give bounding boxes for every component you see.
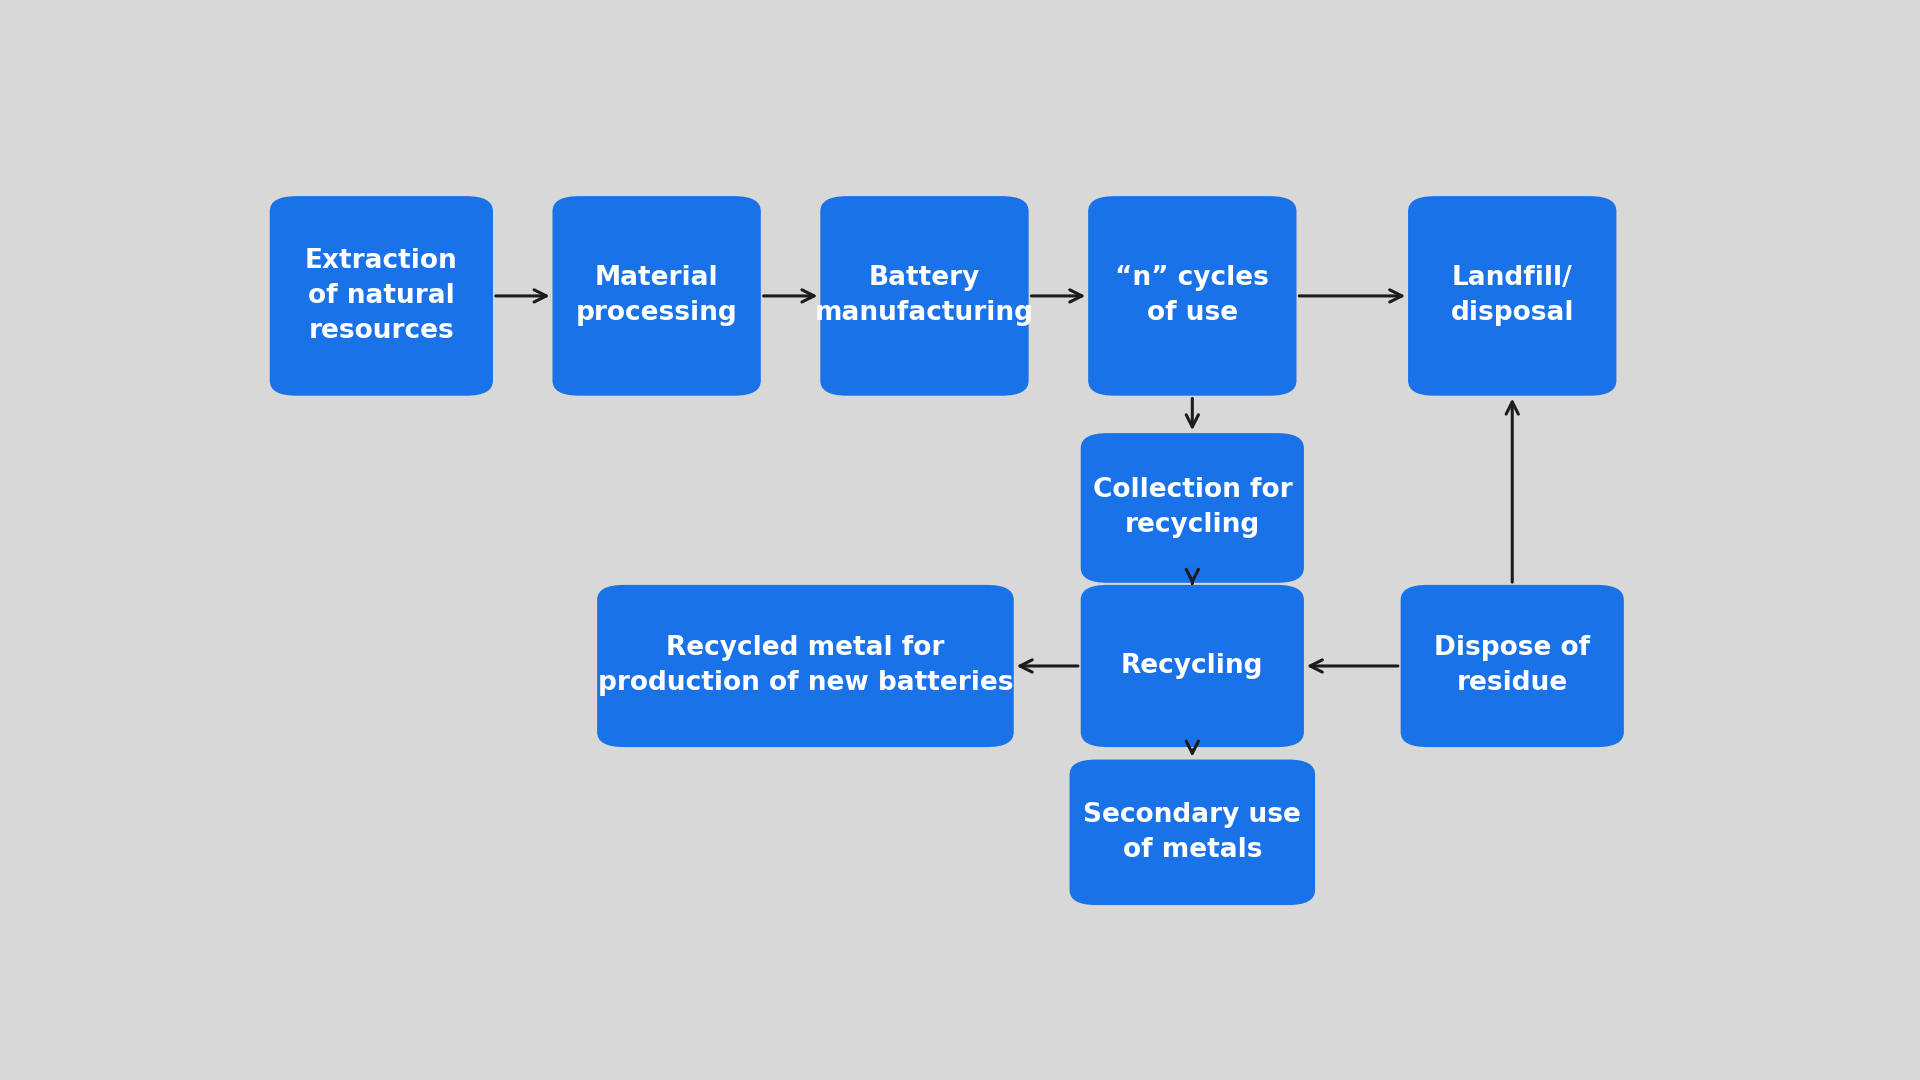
FancyBboxPatch shape xyxy=(269,197,493,395)
FancyBboxPatch shape xyxy=(1081,585,1304,747)
Text: Material
processing: Material processing xyxy=(576,266,737,326)
Text: “n” cycles
of use: “n” cycles of use xyxy=(1116,266,1269,326)
Text: Dispose of
residue: Dispose of residue xyxy=(1434,635,1590,697)
FancyBboxPatch shape xyxy=(1402,585,1624,747)
FancyBboxPatch shape xyxy=(597,585,1014,747)
FancyBboxPatch shape xyxy=(1081,433,1304,583)
FancyBboxPatch shape xyxy=(1069,759,1315,905)
FancyBboxPatch shape xyxy=(820,197,1029,395)
Text: Secondary use
of metals: Secondary use of metals xyxy=(1083,801,1302,863)
FancyBboxPatch shape xyxy=(1089,197,1296,395)
FancyBboxPatch shape xyxy=(1407,197,1617,395)
Text: Recycling: Recycling xyxy=(1121,653,1263,679)
FancyBboxPatch shape xyxy=(553,197,760,395)
Text: Landfill/
disposal: Landfill/ disposal xyxy=(1450,266,1574,326)
Text: Extraction
of natural
resources: Extraction of natural resources xyxy=(305,248,457,343)
Text: Recycled metal for
production of new batteries: Recycled metal for production of new bat… xyxy=(597,635,1014,697)
Text: Battery
manufacturing: Battery manufacturing xyxy=(814,266,1035,326)
Text: Collection for
recycling: Collection for recycling xyxy=(1092,477,1292,539)
